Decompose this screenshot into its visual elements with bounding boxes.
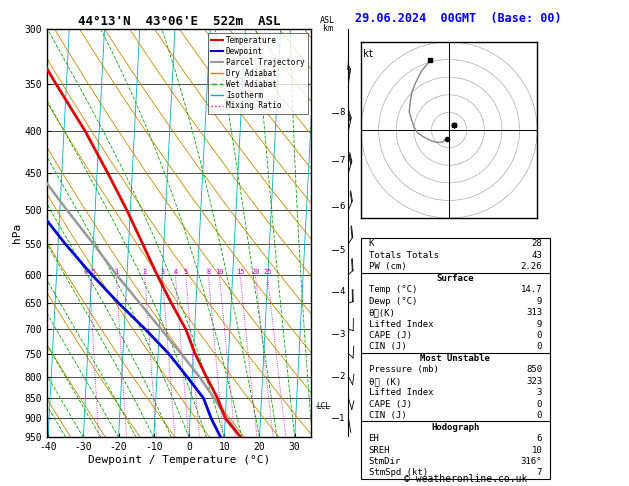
Text: 0: 0: [537, 400, 542, 409]
Text: StmSpd (kt): StmSpd (kt): [369, 469, 428, 477]
Text: 28: 28: [532, 240, 542, 248]
Text: 9: 9: [537, 296, 542, 306]
Legend: Temperature, Dewpoint, Parcel Trajectory, Dry Adiabat, Wet Adiabat, Isotherm, Mi: Temperature, Dewpoint, Parcel Trajectory…: [208, 33, 308, 114]
Text: km: km: [323, 24, 333, 33]
Title: 44°13'N  43°06'E  522m  ASL: 44°13'N 43°06'E 522m ASL: [78, 15, 281, 28]
Text: CIN (J): CIN (J): [369, 411, 406, 420]
Text: 316°: 316°: [521, 457, 542, 466]
Text: θᴀ(K): θᴀ(K): [369, 308, 396, 317]
Text: 1: 1: [114, 269, 118, 275]
Text: EH: EH: [369, 434, 379, 443]
Text: 3: 3: [537, 388, 542, 397]
Text: kt: kt: [363, 49, 374, 59]
Text: Most Unstable: Most Unstable: [420, 354, 491, 363]
Text: 3: 3: [339, 330, 345, 339]
Text: ASL: ASL: [320, 16, 335, 25]
Text: 4: 4: [173, 269, 177, 275]
Text: Dewp (°C): Dewp (°C): [369, 296, 417, 306]
Text: Lifted Index: Lifted Index: [369, 320, 433, 329]
Text: Lifted Index: Lifted Index: [369, 388, 433, 397]
Text: 7: 7: [537, 469, 542, 477]
Text: 15: 15: [236, 269, 245, 275]
Text: PW (cm): PW (cm): [369, 262, 406, 271]
Text: CAPE (J): CAPE (J): [369, 400, 411, 409]
Y-axis label: hPa: hPa: [12, 223, 22, 243]
Text: K: K: [369, 240, 374, 248]
Text: 43: 43: [532, 251, 542, 260]
Text: StmDir: StmDir: [369, 457, 401, 466]
Text: 10: 10: [215, 269, 224, 275]
Text: LCL: LCL: [316, 402, 330, 411]
X-axis label: Dewpoint / Temperature (°C): Dewpoint / Temperature (°C): [88, 455, 270, 465]
Text: 6: 6: [537, 434, 542, 443]
Text: Pressure (mb): Pressure (mb): [369, 365, 438, 374]
Text: 323: 323: [526, 377, 542, 386]
Text: 2.26: 2.26: [521, 262, 542, 271]
Text: 7: 7: [339, 156, 345, 165]
Text: 6: 6: [339, 202, 345, 211]
Text: 1: 1: [339, 414, 345, 423]
Text: 0: 0: [537, 331, 542, 340]
Text: 10: 10: [532, 446, 542, 454]
Text: Temp (°C): Temp (°C): [369, 285, 417, 294]
Text: 313: 313: [526, 308, 542, 317]
Text: 2: 2: [143, 269, 147, 275]
Text: 0: 0: [537, 411, 542, 420]
Text: 8: 8: [339, 108, 345, 118]
Text: 0: 0: [537, 343, 542, 351]
Text: 5: 5: [184, 269, 188, 275]
Text: 4: 4: [339, 287, 345, 296]
Text: Totals Totals: Totals Totals: [369, 251, 438, 260]
Text: 25: 25: [263, 269, 272, 275]
Text: 8: 8: [206, 269, 211, 275]
Text: θᴀ (K): θᴀ (K): [369, 377, 401, 386]
Text: 0.5: 0.5: [83, 269, 96, 275]
Text: Surface: Surface: [437, 274, 474, 283]
Text: CAPE (J): CAPE (J): [369, 331, 411, 340]
Text: 20: 20: [251, 269, 260, 275]
Text: © weatheronline.co.uk: © weatheronline.co.uk: [404, 473, 527, 484]
Text: 2: 2: [339, 372, 345, 381]
Text: 850: 850: [526, 365, 542, 374]
Text: Hodograph: Hodograph: [431, 423, 479, 432]
Text: 14.7: 14.7: [521, 285, 542, 294]
Text: 29.06.2024  00GMT  (Base: 00): 29.06.2024 00GMT (Base: 00): [355, 12, 561, 25]
Text: 5: 5: [339, 246, 345, 255]
Text: 3: 3: [160, 269, 165, 275]
Text: 9: 9: [537, 320, 542, 329]
Text: CIN (J): CIN (J): [369, 343, 406, 351]
Text: SREH: SREH: [369, 446, 390, 454]
